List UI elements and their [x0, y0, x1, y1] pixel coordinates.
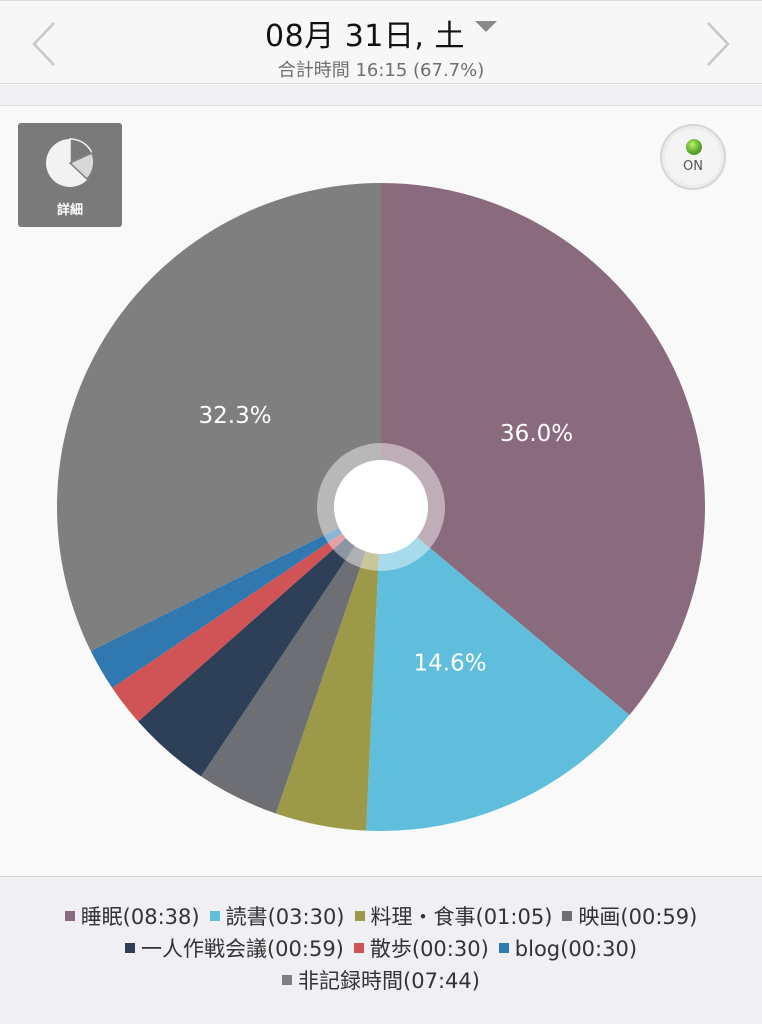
- legend-item: 料理・食事(01:05): [354, 901, 553, 931]
- legend-swatch: [353, 943, 364, 953]
- pie-slice-7[interactable]: [57, 183, 382, 652]
- toggle-label: ON: [683, 159, 703, 174]
- pie-slice-6[interactable]: [90, 507, 382, 688]
- date-selector[interactable]: 08月 31日, 土: [0, 11, 762, 55]
- on-toggle[interactable]: ON: [660, 124, 726, 190]
- slice-percent-label: 14.6%: [414, 651, 487, 677]
- legend-swatch: [64, 911, 75, 921]
- donut-hole: [334, 460, 428, 554]
- legend-swatch: [498, 943, 509, 953]
- legend-label: blog(00:30): [514, 937, 638, 961]
- legend-swatch: [282, 975, 293, 985]
- legend-swatch: [209, 911, 220, 921]
- pie-slice-4[interactable]: [138, 507, 381, 777]
- pie-slice-3[interactable]: [201, 507, 381, 814]
- legend-label: 映画(00:59): [578, 905, 698, 929]
- section-divider: [0, 85, 762, 105]
- legend-swatch: [562, 911, 573, 921]
- legend-item: 映画(00:59): [562, 901, 697, 931]
- legend-label: 非記録時間(07:44): [298, 969, 480, 993]
- legend-label: 読書(03:30): [225, 905, 345, 929]
- pie-slice-0[interactable]: [381, 183, 706, 716]
- legend-label: 睡眠(08:38): [80, 905, 200, 929]
- chevron-right-icon: [707, 22, 730, 66]
- total-time-subtitle: 合計時間 16:15 (67.7%): [277, 60, 485, 81]
- legend-item: 非記録時間(07:44): [282, 965, 480, 995]
- date-title[interactable]: 08月 31日, 土: [265, 19, 465, 54]
- status-dot-icon: [686, 139, 702, 155]
- legend-item: blog(00:30): [498, 937, 638, 961]
- legend-row: 非記録時間(07:44): [0, 965, 762, 995]
- triangle-down-icon[interactable]: [474, 21, 497, 32]
- date-header: 08月 31日, 土 合計時間 16:15 (67.7%): [0, 0, 762, 84]
- prev-day-button[interactable]: [26, 19, 66, 69]
- legend-label: 料理・食事(01:05): [370, 905, 553, 929]
- pie-slice-1[interactable]: [366, 507, 630, 831]
- legend-swatch: [354, 911, 365, 921]
- chevron-left-icon: [32, 22, 55, 66]
- legend-swatch: [124, 943, 135, 953]
- detail-button[interactable]: 詳細: [18, 123, 122, 227]
- legend-label: 一人作戦会議(00:59): [140, 937, 344, 961]
- legend-item: 一人作戦会議(00:59): [124, 933, 344, 963]
- pie-slice-5[interactable]: [112, 507, 382, 722]
- next-day-button[interactable]: [696, 19, 736, 69]
- pie-chart-icon: [46, 138, 95, 187]
- legend-label: 散歩(00:30): [369, 937, 489, 961]
- pie-slice-2[interactable]: [275, 507, 381, 831]
- legend-item: 読書(03:30): [209, 901, 345, 931]
- legend-row: 一人作戦会議(00:59) 散歩(00:30) blog(00:30): [0, 933, 762, 963]
- legend-row: 睡眠(08:38) 読書(03:30) 料理・食事(01:05) 映画(00:59): [0, 901, 762, 931]
- legend-item: 散歩(00:30): [353, 933, 489, 963]
- pie-chart[interactable]: 36.0% 14.6% 32.3%: [0, 105, 762, 875]
- slice-percent-label: 36.0%: [500, 421, 573, 447]
- detail-label: 詳細: [56, 203, 83, 218]
- legend-item: 睡眠(08:38): [64, 901, 200, 931]
- chart-legend: 睡眠(08:38) 読書(03:30) 料理・食事(01:05) 映画(00:59) 一…: [0, 876, 762, 1024]
- slice-percent-label: 32.3%: [199, 403, 272, 429]
